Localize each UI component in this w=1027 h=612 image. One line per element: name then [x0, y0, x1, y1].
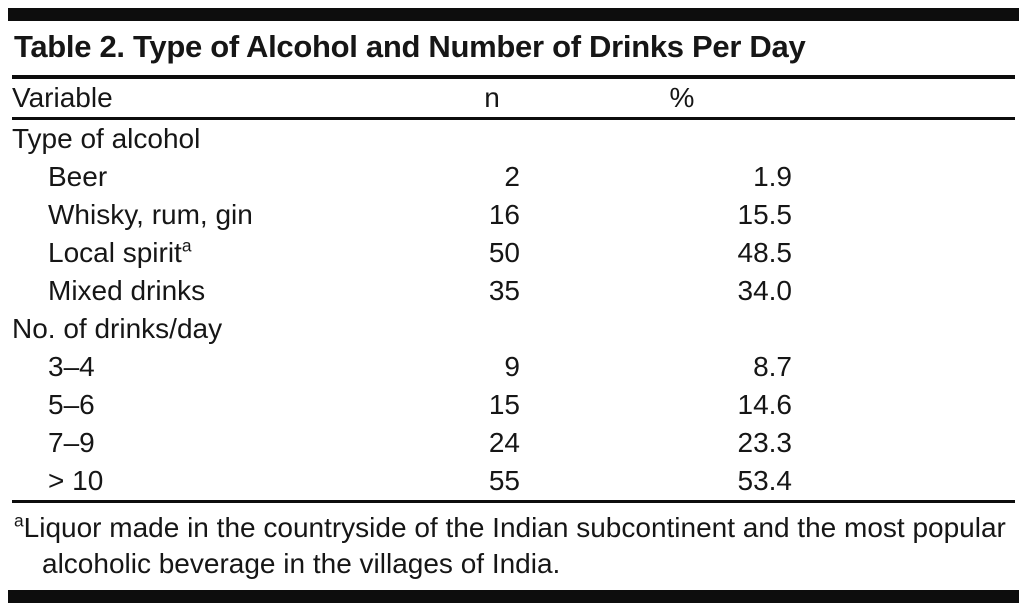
- row-label: Mixed drinks: [48, 275, 206, 306]
- row-pct-value: 15.5: [737, 199, 793, 230]
- row-label: Local spirita: [48, 235, 192, 268]
- table-footnote: aLiquor made in the countryside of the I…: [12, 503, 1015, 586]
- row-pct-value: [542, 310, 822, 348]
- footnote-text: Liquor made in the countryside of the In…: [23, 512, 1006, 579]
- row-label: Type of alcohol: [12, 123, 201, 154]
- row-n-value: [442, 310, 542, 348]
- table-title: Table 2. Type of Alcohol and Number of D…: [14, 29, 806, 64]
- table-row: > 10 55 53.4: [12, 462, 1015, 500]
- table-row: Mixed drinks 35 34.0: [12, 272, 1015, 310]
- column-header-percent: %: [669, 82, 695, 113]
- row-label: Beer: [48, 161, 108, 192]
- row-n-value: 35: [488, 275, 520, 306]
- row-label: 3–4: [48, 351, 95, 382]
- row-pct-value: 23.3: [737, 427, 793, 458]
- row-pct-value: [542, 120, 822, 158]
- table-row: Local spirita 50 48.5: [12, 234, 1015, 272]
- footer-divider-rule: [12, 500, 1015, 503]
- table-row-section: No. of drinks/day: [12, 310, 1015, 348]
- table-figure: Table 2. Type of Alcohol and Number of D…: [0, 8, 1027, 603]
- table-row-section: Type of alcohol: [12, 120, 1015, 158]
- row-pct-value: 48.5: [737, 237, 793, 268]
- table-row: Beer 2 1.9: [12, 158, 1015, 196]
- column-header-variable: Variable: [12, 82, 113, 113]
- table-row: 7–9 24 23.3: [12, 424, 1015, 462]
- row-n-value: 24: [488, 427, 520, 458]
- row-label: Whisky, rum, gin: [48, 199, 253, 230]
- row-label: 5–6: [48, 389, 95, 420]
- row-label: 7–9: [48, 427, 95, 458]
- top-rule-bar: [8, 8, 1019, 21]
- header-spacer: [822, 79, 1015, 117]
- row-label: > 10: [48, 465, 104, 496]
- table-row: Whisky, rum, gin 16 15.5: [12, 196, 1015, 234]
- column-header-n: n: [484, 82, 500, 113]
- footnote-marker-sup: a: [14, 510, 24, 531]
- row-n-value: [442, 120, 542, 158]
- row-n-value: 2: [504, 161, 520, 192]
- table-row: 5–6 15 14.6: [12, 386, 1015, 424]
- row-n-value: 16: [488, 199, 520, 230]
- row-pct-value: 14.6: [737, 389, 793, 420]
- title-divider-rule: [12, 75, 1015, 79]
- table-header-row: Variable n %: [12, 79, 1015, 117]
- row-n-value: 15: [488, 389, 520, 420]
- row-pct-value: 34.0: [737, 275, 793, 306]
- row-pct-value: 1.9: [753, 161, 792, 192]
- row-n-value: 50: [488, 237, 520, 268]
- row-pct-value: 53.4: [737, 465, 793, 496]
- row-pct-value: 8.7: [753, 351, 792, 382]
- table-row: 3–4 9 8.7: [12, 348, 1015, 386]
- row-n-value: 55: [488, 465, 520, 496]
- row-n-value: 9: [504, 351, 520, 382]
- header-divider-rule: [12, 117, 1015, 120]
- footnote-marker-sup: a: [181, 235, 192, 256]
- row-label: No. of drinks/day: [12, 313, 223, 344]
- bottom-rule-bar: [8, 590, 1019, 603]
